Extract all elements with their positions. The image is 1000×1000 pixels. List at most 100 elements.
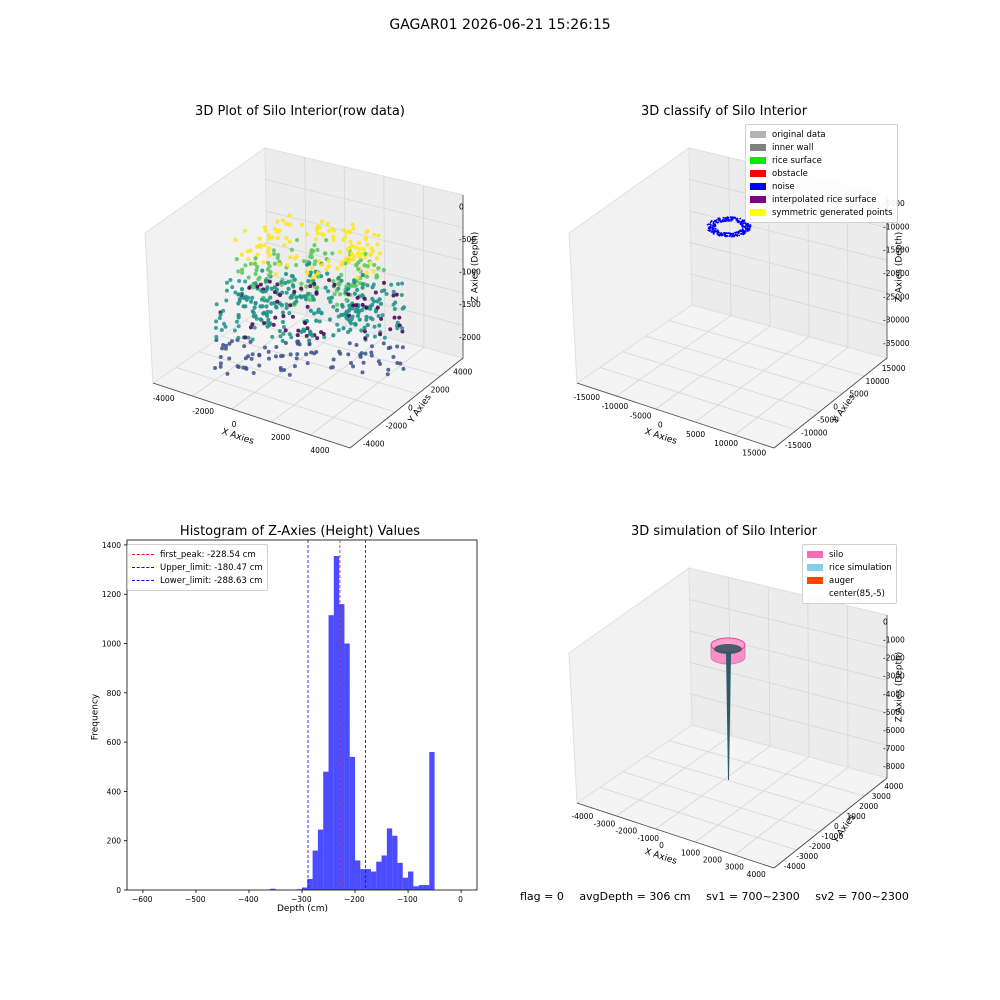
data-point [281, 314, 286, 319]
data-point [346, 259, 352, 264]
data-point [373, 290, 378, 295]
data-point [266, 232, 271, 238]
data-point [331, 237, 336, 242]
plot1-title: 3D Plot of Silo Interior(row data) [195, 104, 405, 119]
data-point [319, 219, 325, 224]
data-point [376, 233, 381, 238]
data-point [252, 261, 258, 267]
data-point [356, 240, 362, 245]
data-point [257, 236, 262, 241]
data-point [292, 256, 297, 261]
histogram-bar [339, 604, 345, 890]
noise-point [730, 218, 733, 220]
data-point [355, 295, 360, 300]
data-point [275, 282, 280, 287]
noise-point [741, 228, 744, 231]
data-point [262, 225, 267, 230]
noise-point [721, 233, 724, 236]
noise-point [741, 226, 744, 229]
data-point [295, 237, 300, 243]
data-point [292, 301, 297, 306]
data-point [289, 273, 295, 279]
p4-ytick: 3000 [872, 792, 891, 801]
histogram-bar [392, 835, 398, 890]
data-point [250, 295, 255, 300]
data-point [326, 259, 331, 264]
data-point [389, 282, 394, 287]
noise-point [745, 224, 748, 226]
noise-point [719, 220, 722, 223]
histogram-bar [381, 855, 387, 890]
data-point [281, 325, 286, 330]
p2-xtick: 5000 [686, 430, 705, 439]
noise-point [736, 219, 739, 222]
noise-point [724, 218, 726, 221]
data-point [357, 255, 362, 260]
noise-point [710, 224, 712, 226]
data-point [262, 345, 267, 350]
p1-ztick: -1000 [459, 268, 481, 277]
data-point [275, 299, 280, 304]
p1-ytick: 2000 [431, 386, 450, 395]
data-point [259, 297, 264, 302]
data-point [239, 286, 245, 292]
data-point [385, 372, 390, 377]
noise-point [724, 220, 726, 223]
data-point [331, 228, 337, 233]
p4-xtick: 1000 [681, 848, 700, 857]
noise-point [736, 233, 738, 236]
noise-point [714, 227, 717, 230]
p2-yaxis [773, 357, 888, 449]
p2-ytick: -10000 [801, 428, 828, 437]
data-point [280, 218, 286, 223]
y-tick-label: 600 [107, 738, 122, 747]
data-point [350, 283, 355, 288]
data-point [369, 350, 374, 355]
legend-item-auger: auger [807, 574, 892, 587]
data-point [242, 228, 247, 233]
data-point [311, 311, 317, 316]
data-point [262, 242, 267, 248]
data-point [267, 279, 272, 284]
data-point [213, 325, 218, 330]
data-point [248, 261, 253, 266]
p1-yaxis [349, 357, 464, 449]
p2-ztick: -15000 [883, 246, 910, 255]
data-point [246, 256, 251, 262]
data-point [381, 267, 386, 273]
data-point [315, 310, 320, 315]
data-point [372, 232, 377, 237]
legend-swatch [750, 196, 766, 203]
data-point [356, 267, 361, 272]
p4-ytick: -2000 [809, 842, 831, 851]
noise-point [748, 228, 751, 231]
histogram-bar [296, 889, 302, 890]
data-point [213, 365, 218, 370]
data-point [287, 239, 292, 244]
histogram-bar [408, 871, 414, 890]
data-point [273, 354, 278, 359]
data-point [309, 254, 314, 260]
data-point [326, 228, 332, 234]
data-point [316, 274, 321, 279]
data-point [287, 311, 292, 316]
data-point [263, 278, 268, 283]
p1-ytick: -2000 [385, 422, 407, 431]
data-point [379, 316, 384, 321]
data-point [375, 242, 380, 247]
data-point [268, 310, 273, 315]
data-point [272, 261, 277, 266]
data-point [310, 265, 315, 270]
data-point [277, 328, 283, 334]
p4-xtick: -2000 [615, 827, 637, 836]
noise-point [747, 225, 750, 228]
data-point [248, 325, 253, 330]
legend-item-silo: silo [807, 548, 892, 561]
x-tick-label: −200 [344, 895, 365, 904]
histogram-bar [429, 751, 435, 890]
data-point [359, 308, 365, 313]
y-tick-label: 0 [116, 886, 121, 895]
p4-ytick: 0 [834, 822, 839, 831]
legend-swatch [807, 564, 823, 571]
